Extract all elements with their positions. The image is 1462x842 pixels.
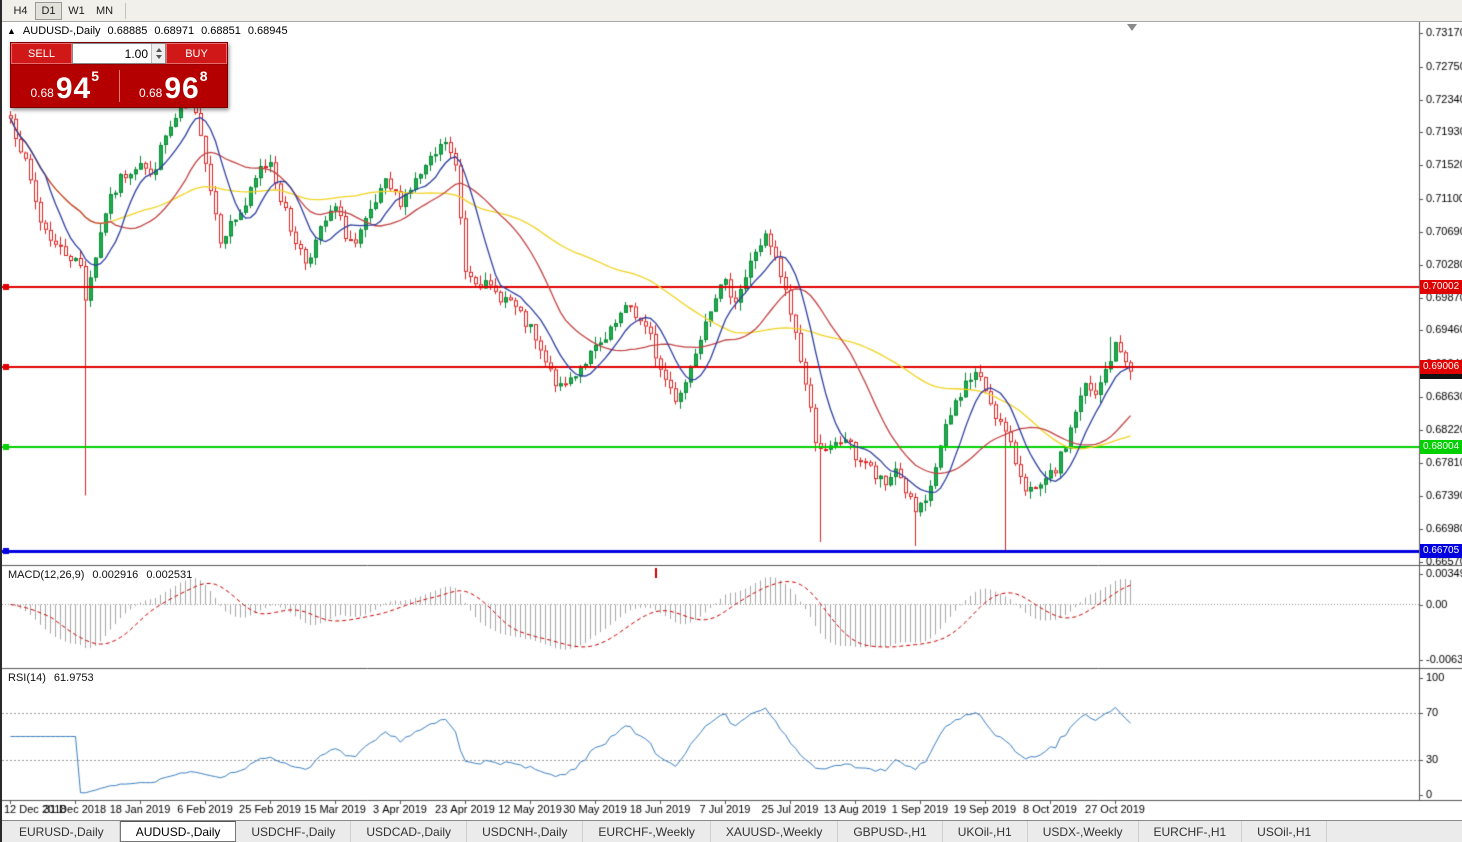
macd-name: MACD(12,26,9) (8, 569, 85, 581)
chart-tab-eurusd-daily[interactable]: EURUSD-,Daily (4, 821, 120, 842)
macd-label: MACD(12,26,9) 0.002916 0.002531 (8, 569, 192, 581)
one-click-trade-widget: SELL BUY 0.68 94 5 0.68 (10, 42, 228, 108)
sell-price-big-digits: 94 (55, 72, 92, 105)
rsi-name: RSI(14) (8, 672, 46, 684)
timeframe-toolbar: H4 D1 W1 MN (2, 0, 1462, 22)
chart-tab-eurchf-h1[interactable]: EURCHF-,H1 (1139, 821, 1243, 842)
volume-increase-button[interactable] (155, 47, 162, 52)
rsi-label: RSI(14) 61.9753 (8, 672, 94, 684)
rsi-value: 61.9753 (53, 672, 94, 684)
buy-button[interactable]: BUY (166, 43, 227, 64)
sell-price-prefix: 0.68 (30, 86, 54, 100)
sell-price-pip-digit: 5 (91, 68, 100, 84)
buy-price[interactable]: 0.68 96 8 (120, 65, 228, 107)
chart-tab-usdx-weekly[interactable]: USDX-,Weekly (1028, 821, 1139, 842)
timeframe-buttons: H4 D1 W1 MN (7, 1, 119, 20)
ohlc-low: 0.68851 (201, 25, 241, 37)
chart-tab-ukoil-h1[interactable]: UKOil-,H1 (943, 821, 1028, 842)
chart-tab-eurchf-weekly[interactable]: EURCHF-,Weekly (583, 821, 711, 842)
price-line-badge-0.69006: 0.69006 (1420, 360, 1462, 374)
ohlc-high: 0.68971 (154, 25, 195, 37)
trade-price-divider (118, 70, 120, 102)
volume-input[interactable] (73, 44, 165, 63)
chart-shift-marker-icon[interactable] (1127, 24, 1137, 31)
timeframe-button-d1[interactable]: D1 (35, 1, 62, 20)
trade-widget-controls: SELL BUY (11, 43, 227, 65)
macd-main-value: 0.002916 (92, 569, 139, 581)
timeframe-button-w1[interactable]: W1 (68, 4, 85, 17)
chart-tab-audusd-daily[interactable]: AUDUSD-,Daily (119, 821, 237, 842)
bottom-tab-bar: EURUSD-,Daily AUDUSD-,Daily USDCHF-,Daily U… (2, 820, 1462, 842)
buy-price-big-digits: 96 (164, 72, 200, 105)
volume-spinner (72, 43, 166, 64)
chart-canvas[interactable] (2, 22, 1462, 820)
toolbar-separator (125, 2, 126, 19)
symbol-name: AUDUSD-,Daily (22, 25, 101, 37)
timeframe-button-h4[interactable]: H4 (13, 4, 28, 17)
price-line-badge-0.68004: 0.68004 (1420, 440, 1462, 454)
chart-tab-usdcad-daily[interactable]: USDCAD-,Daily (351, 821, 468, 842)
volume-decrease-button[interactable] (155, 55, 162, 60)
macd-signal-value: 0.002531 (146, 569, 193, 581)
chart-tab-gbpusd-h1[interactable]: GBPUSD-,H1 (838, 821, 943, 842)
ohlc-close: 0.68945 (247, 25, 288, 37)
price-line-badge-0.66705: 0.66705 (1420, 544, 1462, 558)
trade-widget-prices: 0.68 94 5 0.68 96 8 (11, 65, 227, 107)
chart-tab-usdcnh-daily[interactable]: USDCNH-,Daily (467, 821, 584, 842)
sell-price[interactable]: 0.68 94 5 (11, 65, 119, 107)
symbol-ohlc-line: ▲ AUDUSD-,Daily 0.68885 0.68971 0.68851 … (7, 25, 288, 37)
timeframe-button-mn[interactable]: MN (95, 4, 114, 17)
collapse-triangle-icon[interactable]: ▲ (7, 25, 16, 36)
sell-button[interactable]: SELL (11, 43, 72, 64)
buy-price-prefix: 0.68 (138, 86, 163, 100)
volume-spin-buttons (151, 44, 165, 63)
chart-tab-xauusd-weekly[interactable]: XAUUSD-,Weekly (711, 821, 839, 842)
price-line-badge-0.70002: 0.70002 (1420, 280, 1462, 294)
chart-tab-usdchf-daily[interactable]: USDCHF-,Daily (236, 821, 352, 842)
chart-tab-usoil-h1[interactable]: USOil-,H1 (1242, 821, 1328, 842)
buy-price-pip-digit: 8 (199, 68, 208, 84)
ohlc-open: 0.68885 (107, 25, 148, 37)
chart-region: ▲ AUDUSD-,Daily 0.68885 0.68971 0.68851 … (2, 22, 1462, 820)
